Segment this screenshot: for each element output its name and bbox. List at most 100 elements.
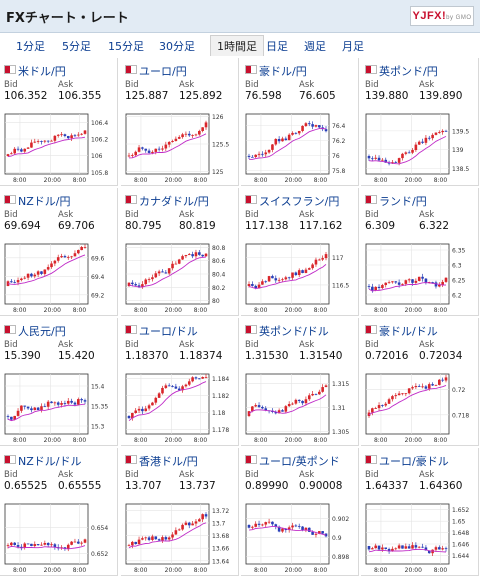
rate-card[interactable]: スイスフラン/円 Bid Ask 117.138 117.162 117 116.5 8:00… [241,188,359,316]
candle-body [6,154,10,156]
y-tick-label: 75.8 [332,168,346,175]
pair-title[interactable]: 香港ドル/円 [125,453,198,469]
candle-body [80,247,83,251]
y-tick-label: 76 [332,153,340,160]
candle-body [384,547,388,550]
pair-name: ユーロ/ドル [139,325,198,338]
x-tick-label: 8:00 [314,437,328,444]
candle-body [191,135,194,136]
candle-body [384,403,388,406]
candle-body [50,544,53,546]
pair-title[interactable]: ユーロ/豪ドル [365,453,449,469]
pair-title[interactable]: カナダドル/円 [125,193,209,209]
tab-6[interactable]: 日足 [266,40,288,53]
candle-body [261,281,264,285]
tab-2[interactable]: 5分足 [62,40,91,53]
x-tick-label: 8:00 [134,177,148,184]
pair-title[interactable]: ユーロ/英ポンド [245,453,340,469]
pair-title[interactable]: スイスフラン/円 [245,193,339,209]
rate-card[interactable]: ランド/円 Bid Ask 6.309 6.322 6.35 6.3 6.25 6.2 8:00 2… [361,188,479,316]
ask-label: Ask [58,340,74,350]
candle-body [201,514,204,520]
candle-body [374,157,377,159]
rate-card[interactable]: NZドル/円 Bid Ask 69.694 69.706 69.6 69.4 69.2 8:00… [0,188,118,316]
candle-body [77,541,80,544]
pair-title[interactable]: 人民元/円 [4,323,66,339]
yjfx-logo[interactable]: YJFX!by GMO [410,6,474,26]
candle-body [438,379,441,385]
y-tick-label: 6.35 [452,248,466,255]
candle-body [174,386,178,389]
candle-body [427,550,431,554]
rate-card[interactable]: 香港ドル/円 Bid Ask 13.707 13.737 13.72 13.7 13.68 13… [121,448,239,576]
candle-body [434,132,438,135]
candle-body [277,410,281,414]
bid-label: Bid [365,340,379,350]
ask-label: Ask [58,210,74,220]
page-title: FXチャート・レート [6,11,129,26]
rate-card[interactable]: ユーロ/円 Bid Ask 125.887 125.892 126 125.5 125 8:00… [121,58,239,186]
rate-card[interactable]: カナダドル/円 Bid Ask 80.795 80.819 80.8 80.6 80.4 80.… [121,188,239,316]
candle-body [374,286,377,291]
candle-body [177,259,181,264]
candle-body [141,538,144,540]
rate-card[interactable]: 英ポンド/円 Bid Ask 139.880 139.890 139.5 139 138.5 8… [361,58,479,186]
candle-body [434,282,438,287]
candle-body [198,519,201,522]
x-tick-label: 20:00 [405,177,422,184]
candle-body [77,399,80,405]
rate-card[interactable]: 米ドル/円 Bid Ask 106.352 106.355 106.4 106.2 106 10… [0,58,118,186]
rate-card[interactable]: 英ポンド/ドル Bid Ask 1.31530 1.31540 1.315 1.31 1.30… [241,318,359,446]
candle-body [311,264,314,269]
pair-title[interactable]: NZドル/円 [4,193,70,209]
tab-4[interactable]: 30分足 [159,40,195,53]
pair-title[interactable]: 英ポンド/ドル [245,323,329,339]
rate-card[interactable]: 豪ドル/円 Bid Ask 76.598 76.605 76.4 76.2 76 75.8 8:0… [241,58,359,186]
rate-card[interactable]: NZドル/ドル Bid Ask 0.65525 0.65555 0.654 0.652 8:0… [0,448,118,576]
tab-7[interactable]: 週足 [304,40,326,53]
candle-body [311,124,314,127]
pair-title[interactable]: 英ポンド/円 [365,63,438,79]
candle-body [394,395,398,397]
candle-body [247,156,251,157]
y-tick-label: 139.5 [452,128,469,135]
candle-body [181,256,184,260]
candle-body [16,280,20,283]
pair-title[interactable]: ユーロ/円 [125,63,187,79]
candle-body [127,416,131,419]
candle-body [301,400,304,404]
tab-3[interactable]: 15分足 [108,40,144,53]
y-tick-label: 0.9 [332,535,342,542]
y-tick-label: 13.7 [212,520,226,527]
rate-card[interactable]: ユーロ/英ポンド Bid Ask 0.89990 0.90008 0.902 0.9 0.89… [241,448,359,576]
candle-body [131,541,134,546]
candle-body [187,254,191,256]
y-tick-label: 80.8 [212,245,226,252]
pair-title[interactable]: 豪ドル/円 [245,63,307,79]
candle-body [30,273,33,277]
pair-title[interactable]: ユーロ/ドル [125,323,198,339]
candlestick-chart: 6.35 6.3 6.25 6.2 8:00 20:00 8:00 [365,243,466,314]
ask-label: Ask [299,340,315,350]
y-tick-label: 13.64 [212,558,229,565]
pair-title[interactable]: 豪ドル/ドル [365,323,438,339]
moving-average-line [248,525,327,536]
rate-card[interactable]: ユーロ/豪ドル Bid Ask 1.64337 1.64360 1.652 1.65 1.64… [361,448,479,576]
candle-body [271,521,274,525]
moving-average-line [248,127,327,160]
candle-body [287,404,291,407]
candle-body [301,270,304,273]
pair-title[interactable]: ランド/円 [365,193,427,209]
x-tick-label: 8:00 [254,567,268,574]
candle-body [187,522,191,526]
rate-card[interactable]: 豪ドル/ドル Bid Ask 0.72016 0.72034 0.72 0.718 8:00 2… [361,318,479,446]
tab-8[interactable]: 月足 [342,40,364,53]
tab-5[interactable]: 1時間足 [210,35,264,56]
tab-1[interactable]: 1分足 [16,40,45,53]
pair-title[interactable]: 米ドル/円 [4,63,66,79]
pair-title[interactable]: NZドル/ドル [4,453,81,469]
rate-card[interactable]: ユーロ/ドル Bid Ask 1.18370 1.18374 1.184 1.182 1.18… [121,318,239,446]
rate-card[interactable]: 人民元/円 Bid Ask 15.390 15.420 15.4 15.35 15.3 8:00… [0,318,118,446]
candle-body [301,526,304,531]
candle-body [73,253,77,257]
